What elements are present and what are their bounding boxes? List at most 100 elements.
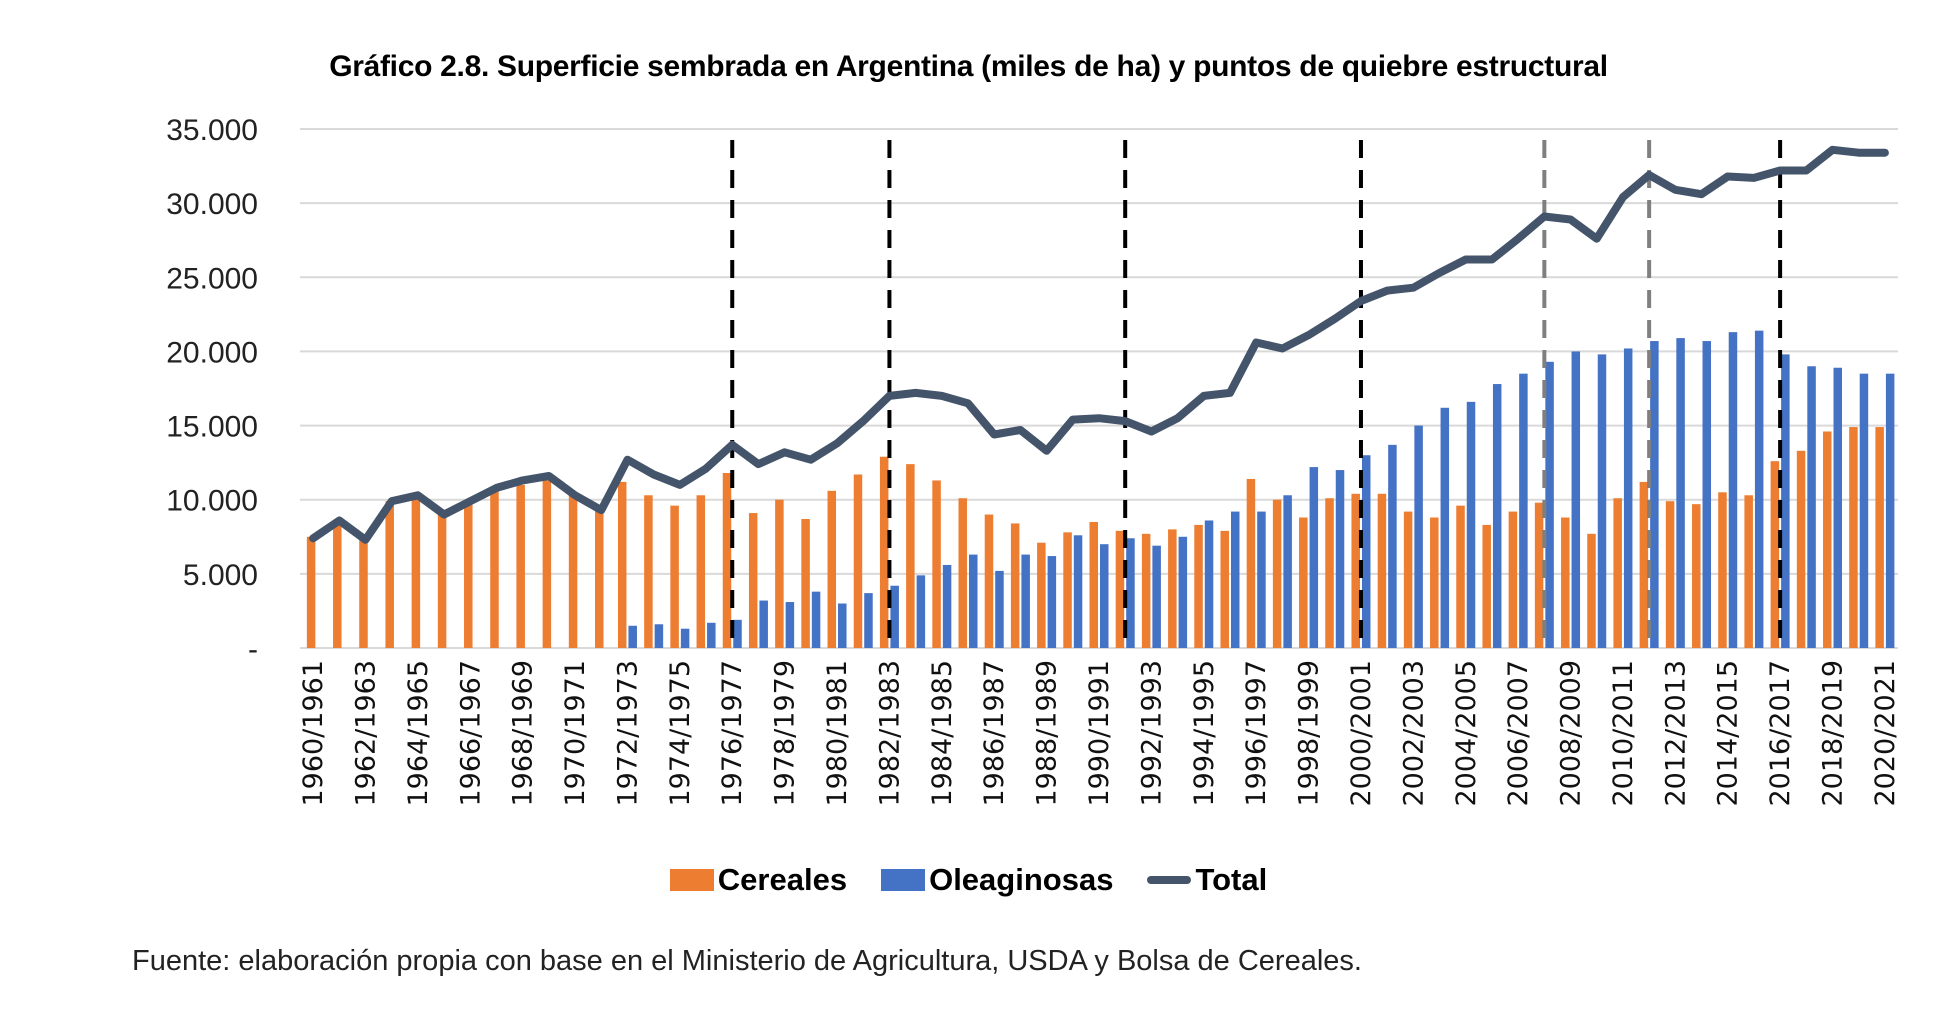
- bar-cereales: [1692, 504, 1701, 648]
- bar-cereales: [1430, 517, 1439, 648]
- bar-cereales: [1849, 427, 1858, 648]
- bar-oleaginosas: [1204, 520, 1214, 648]
- x-tick-label: 2016/2017: [1765, 660, 1796, 807]
- bar-oleaginosas: [1073, 535, 1083, 648]
- bar-cereales: [1482, 524, 1491, 648]
- gridlines: [300, 128, 1898, 649]
- bar-cereales: [722, 473, 732, 648]
- x-tick-label: 2014/2015: [1713, 660, 1744, 807]
- y-tick-label: -: [248, 633, 258, 666]
- bar-oleaginosas: [1440, 407, 1450, 648]
- x-tick-label: 1976/1977: [717, 660, 748, 807]
- bar-cereales: [1037, 542, 1046, 648]
- bar-oleaginosas: [707, 622, 716, 648]
- bar-oleaginosas: [680, 628, 690, 648]
- bar-cereales: [932, 480, 941, 648]
- bar-cereales: [1875, 427, 1884, 648]
- legend-label: Cereales: [717, 862, 848, 897]
- bar-oleaginosas: [1571, 351, 1581, 648]
- bar-cereales: [644, 495, 653, 648]
- bar-cereales: [1351, 493, 1360, 648]
- bar-cereales: [542, 480, 552, 648]
- bar-cereales: [1010, 523, 1020, 648]
- bar-oleaginosas: [1361, 455, 1371, 648]
- bar-oleaginosas: [995, 570, 1004, 648]
- x-tick-label: 1966/1967: [455, 660, 486, 807]
- legend-swatch-oleaginosas: [881, 869, 926, 891]
- bar-cereales: [1823, 431, 1832, 648]
- bar-oleaginosas: [1283, 495, 1292, 648]
- bar-oleaginosas: [1597, 354, 1607, 648]
- bar-oleaginosas: [1466, 401, 1476, 648]
- bar-oleaginosas: [1047, 556, 1057, 648]
- bar-oleaginosas: [1126, 538, 1135, 648]
- bar-oleaginosas: [838, 603, 847, 648]
- x-tick-label: 1978/1979: [770, 660, 801, 807]
- bar-cereales: [1220, 530, 1229, 648]
- bar-cereales: [1089, 521, 1098, 648]
- bar-cereales: [595, 510, 604, 648]
- bar-cereales: [1377, 493, 1387, 648]
- bar-cereales: [437, 514, 447, 648]
- bar-cereales: [464, 502, 473, 648]
- bar-cereales: [1141, 533, 1151, 648]
- bar-cereales: [1272, 499, 1282, 648]
- bar-cereales: [1063, 532, 1072, 648]
- bar-oleaginosas: [1152, 545, 1161, 648]
- bar-cereales: [411, 498, 421, 648]
- bar-cereales: [1770, 461, 1780, 648]
- legend-item-total: Total: [1147, 862, 1267, 898]
- x-tick-label: 2002/2003: [1398, 660, 1429, 807]
- bar-oleaginosas: [1859, 373, 1869, 648]
- bar-oleaginosas: [1885, 373, 1895, 648]
- bar-cereales: [1115, 530, 1125, 648]
- bar-oleaginosas: [1754, 330, 1764, 648]
- bar-oleaginosas: [1021, 554, 1030, 648]
- bar-cereales: [801, 518, 810, 648]
- bar-cereales: [1246, 478, 1256, 648]
- bars: [306, 330, 1895, 648]
- bar-oleaginosas: [916, 575, 926, 648]
- bar-cereales: [617, 481, 627, 648]
- x-tick-label: 1996/1997: [1241, 660, 1272, 807]
- bar-oleaginosas: [1676, 338, 1685, 648]
- bar-oleaginosas: [864, 593, 873, 648]
- y-tick-label: 10.000: [166, 485, 258, 518]
- bar-cereales: [1744, 495, 1753, 648]
- legend: Cereales Oleaginosas Total: [0, 862, 1937, 898]
- x-tick-label: 1982/1983: [874, 660, 905, 807]
- bar-oleaginosas: [1545, 361, 1554, 648]
- bar-oleaginosas: [1414, 425, 1423, 648]
- x-tick-label: 2004/2005: [1451, 660, 1482, 807]
- bar-oleaginosas: [733, 619, 742, 648]
- bar-cereales: [775, 499, 784, 648]
- x-tick-label: 1994/1995: [1189, 660, 1220, 807]
- bar-cereales: [568, 493, 578, 648]
- bar-oleaginosas: [1623, 348, 1633, 648]
- y-tick-label: 25.000: [166, 262, 258, 295]
- bar-oleaginosas: [890, 585, 899, 648]
- x-tick-label: 2000/2001: [1346, 660, 1377, 807]
- bar-oleaginosas: [1519, 373, 1528, 648]
- bar-oleaginosas: [811, 591, 821, 648]
- bar-cereales: [306, 536, 316, 648]
- legend-item-oleaginosas: Oleaginosas: [881, 862, 1113, 898]
- y-tick-label: 15.000: [166, 411, 258, 444]
- x-tick-label: 1988/1989: [1032, 660, 1063, 807]
- x-tick-label: 2012/2013: [1660, 660, 1691, 807]
- bar-oleaginosas: [1309, 467, 1319, 648]
- bar-cereales: [1194, 524, 1203, 648]
- x-tick-label: 1984/1985: [927, 660, 958, 807]
- bar-oleaginosas: [969, 554, 978, 648]
- bar-oleaginosas: [1781, 354, 1790, 648]
- bar-cereales: [1325, 498, 1334, 648]
- y-tick-label: 5.000: [183, 559, 258, 592]
- bar-cereales: [879, 456, 889, 648]
- x-tick-label: 1980/1981: [822, 660, 853, 807]
- bar-oleaginosas: [942, 564, 952, 648]
- x-tick-label: 2018/2019: [1818, 660, 1849, 807]
- bar-cereales: [748, 513, 758, 648]
- bar-oleaginosas: [628, 625, 637, 648]
- x-tick-label: 1990/1991: [1084, 660, 1115, 807]
- x-tick-label: 1960/1961: [298, 660, 329, 807]
